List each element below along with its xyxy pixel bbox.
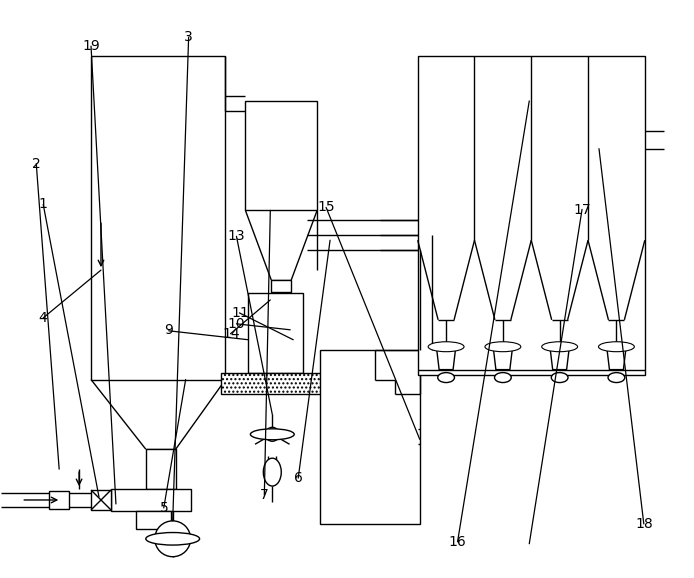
Bar (320, 350, 420, 524)
Text: 10: 10 (228, 317, 245, 331)
Ellipse shape (251, 429, 294, 440)
Polygon shape (550, 344, 570, 369)
Ellipse shape (438, 373, 455, 383)
Ellipse shape (608, 373, 625, 383)
Ellipse shape (146, 532, 200, 545)
Text: 9: 9 (164, 324, 173, 338)
Ellipse shape (263, 458, 281, 486)
Text: 14: 14 (222, 327, 239, 341)
Text: 17: 17 (573, 203, 591, 217)
Bar (91, 490, 111, 510)
Text: 1: 1 (38, 197, 47, 211)
Bar (248, 293, 303, 373)
Bar (49, 491, 69, 509)
Bar (246, 101, 317, 210)
Bar (350, 368, 375, 377)
Bar (136, 511, 171, 529)
Text: 18: 18 (635, 517, 653, 531)
Text: 15: 15 (317, 201, 335, 214)
Ellipse shape (428, 342, 464, 351)
Polygon shape (436, 344, 456, 369)
Bar (271, 280, 291, 292)
Bar (418, 56, 645, 375)
Ellipse shape (485, 342, 520, 351)
Text: 19: 19 (83, 39, 100, 53)
Ellipse shape (598, 342, 634, 351)
Ellipse shape (495, 373, 511, 383)
Text: 11: 11 (231, 306, 248, 320)
Polygon shape (493, 344, 513, 369)
Text: 2: 2 (31, 157, 40, 171)
Text: 7: 7 (260, 488, 269, 502)
Bar (221, 373, 350, 395)
Circle shape (155, 521, 191, 557)
Bar (111, 489, 191, 511)
Circle shape (265, 427, 279, 441)
Bar (146, 449, 176, 489)
Polygon shape (607, 344, 627, 369)
Text: 4: 4 (38, 311, 47, 325)
Ellipse shape (551, 373, 568, 383)
Text: 13: 13 (228, 229, 245, 243)
Ellipse shape (542, 342, 577, 351)
Bar (91, 56, 226, 380)
Text: 6: 6 (294, 470, 303, 485)
Text: 16: 16 (449, 535, 466, 549)
Text: 3: 3 (184, 30, 192, 44)
Text: 5: 5 (160, 501, 168, 514)
